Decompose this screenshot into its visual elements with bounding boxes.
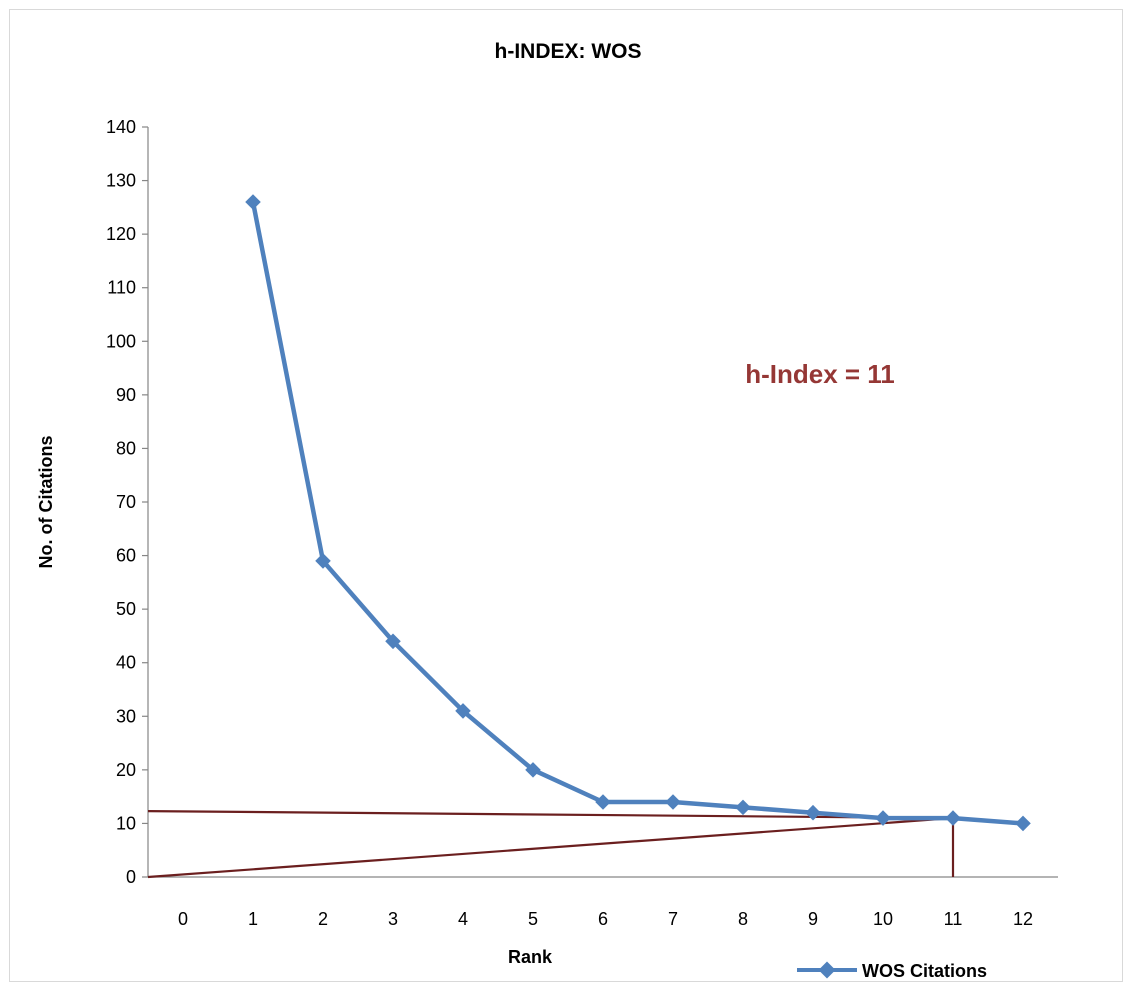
x-tick-label: 8 [738, 909, 748, 929]
data-point-marker [805, 804, 821, 821]
data-point-marker [945, 810, 961, 826]
x-tick-label: 6 [598, 909, 608, 929]
data-point-marker [525, 762, 541, 778]
y-tick-label: 90 [116, 385, 136, 405]
x-tick-label: 0 [178, 909, 188, 929]
y-tick-label: 10 [116, 813, 136, 833]
x-tick-label: 10 [873, 909, 893, 929]
x-tick-label: 7 [668, 909, 678, 929]
x-tick-label: 12 [1013, 909, 1033, 929]
y-axis-title: No. of Citations [36, 436, 56, 569]
x-axis-title: Rank [508, 947, 553, 967]
data-point-marker [665, 794, 681, 810]
chart-title: h-INDEX: WOS [495, 40, 642, 63]
x-tick-label: 3 [388, 909, 398, 929]
h-index-reference-lines [147, 810, 955, 879]
y-tick-label: 80 [116, 438, 136, 458]
x-axis-ticks: 0 1 2 3 4 5 6 7 8 9 10 11 12 [178, 909, 1033, 929]
y-tick-label: 0 [126, 867, 136, 887]
x-tick-label: 4 [458, 909, 468, 929]
y-tick-label: 70 [116, 492, 136, 512]
reference-line [147, 810, 954, 820]
data-point-marker [735, 799, 751, 816]
y-tick-label: 140 [106, 117, 136, 137]
reference-line [147, 816, 954, 879]
y-tick-label: 50 [116, 599, 136, 619]
y-tick-label: 120 [106, 224, 136, 244]
y-tick-label: 20 [116, 760, 136, 780]
x-tick-label: 9 [808, 909, 818, 929]
y-tick-label: 40 [116, 653, 136, 673]
y-tick-label: 60 [116, 546, 136, 566]
x-tick-label: 1 [248, 909, 258, 929]
data-point-marker [875, 810, 891, 826]
x-tick-label: 2 [318, 909, 328, 929]
y-tick-label: 30 [116, 706, 136, 726]
y-tick-label: 130 [106, 171, 136, 191]
data-point-marker [595, 794, 611, 810]
data-point-marker [1015, 815, 1031, 832]
legend: WOS Citations [797, 961, 987, 981]
legend-label: WOS Citations [862, 961, 987, 981]
y-tick-label: 110 [107, 278, 136, 298]
h-index-annotation: h-Index = 11 [745, 359, 895, 389]
x-tick-label: 5 [528, 909, 538, 929]
data-point-marker [245, 194, 261, 210]
x-tick-label: 11 [944, 909, 963, 929]
y-axis-ticks: 0 10 20 30 40 50 60 70 80 90 100 110 120 130 140 [106, 117, 148, 887]
y-tick-label: 100 [106, 331, 136, 351]
legend-marker-icon [818, 961, 836, 979]
series-wos-citations [245, 194, 1031, 832]
series-line [250, 201, 1024, 826]
